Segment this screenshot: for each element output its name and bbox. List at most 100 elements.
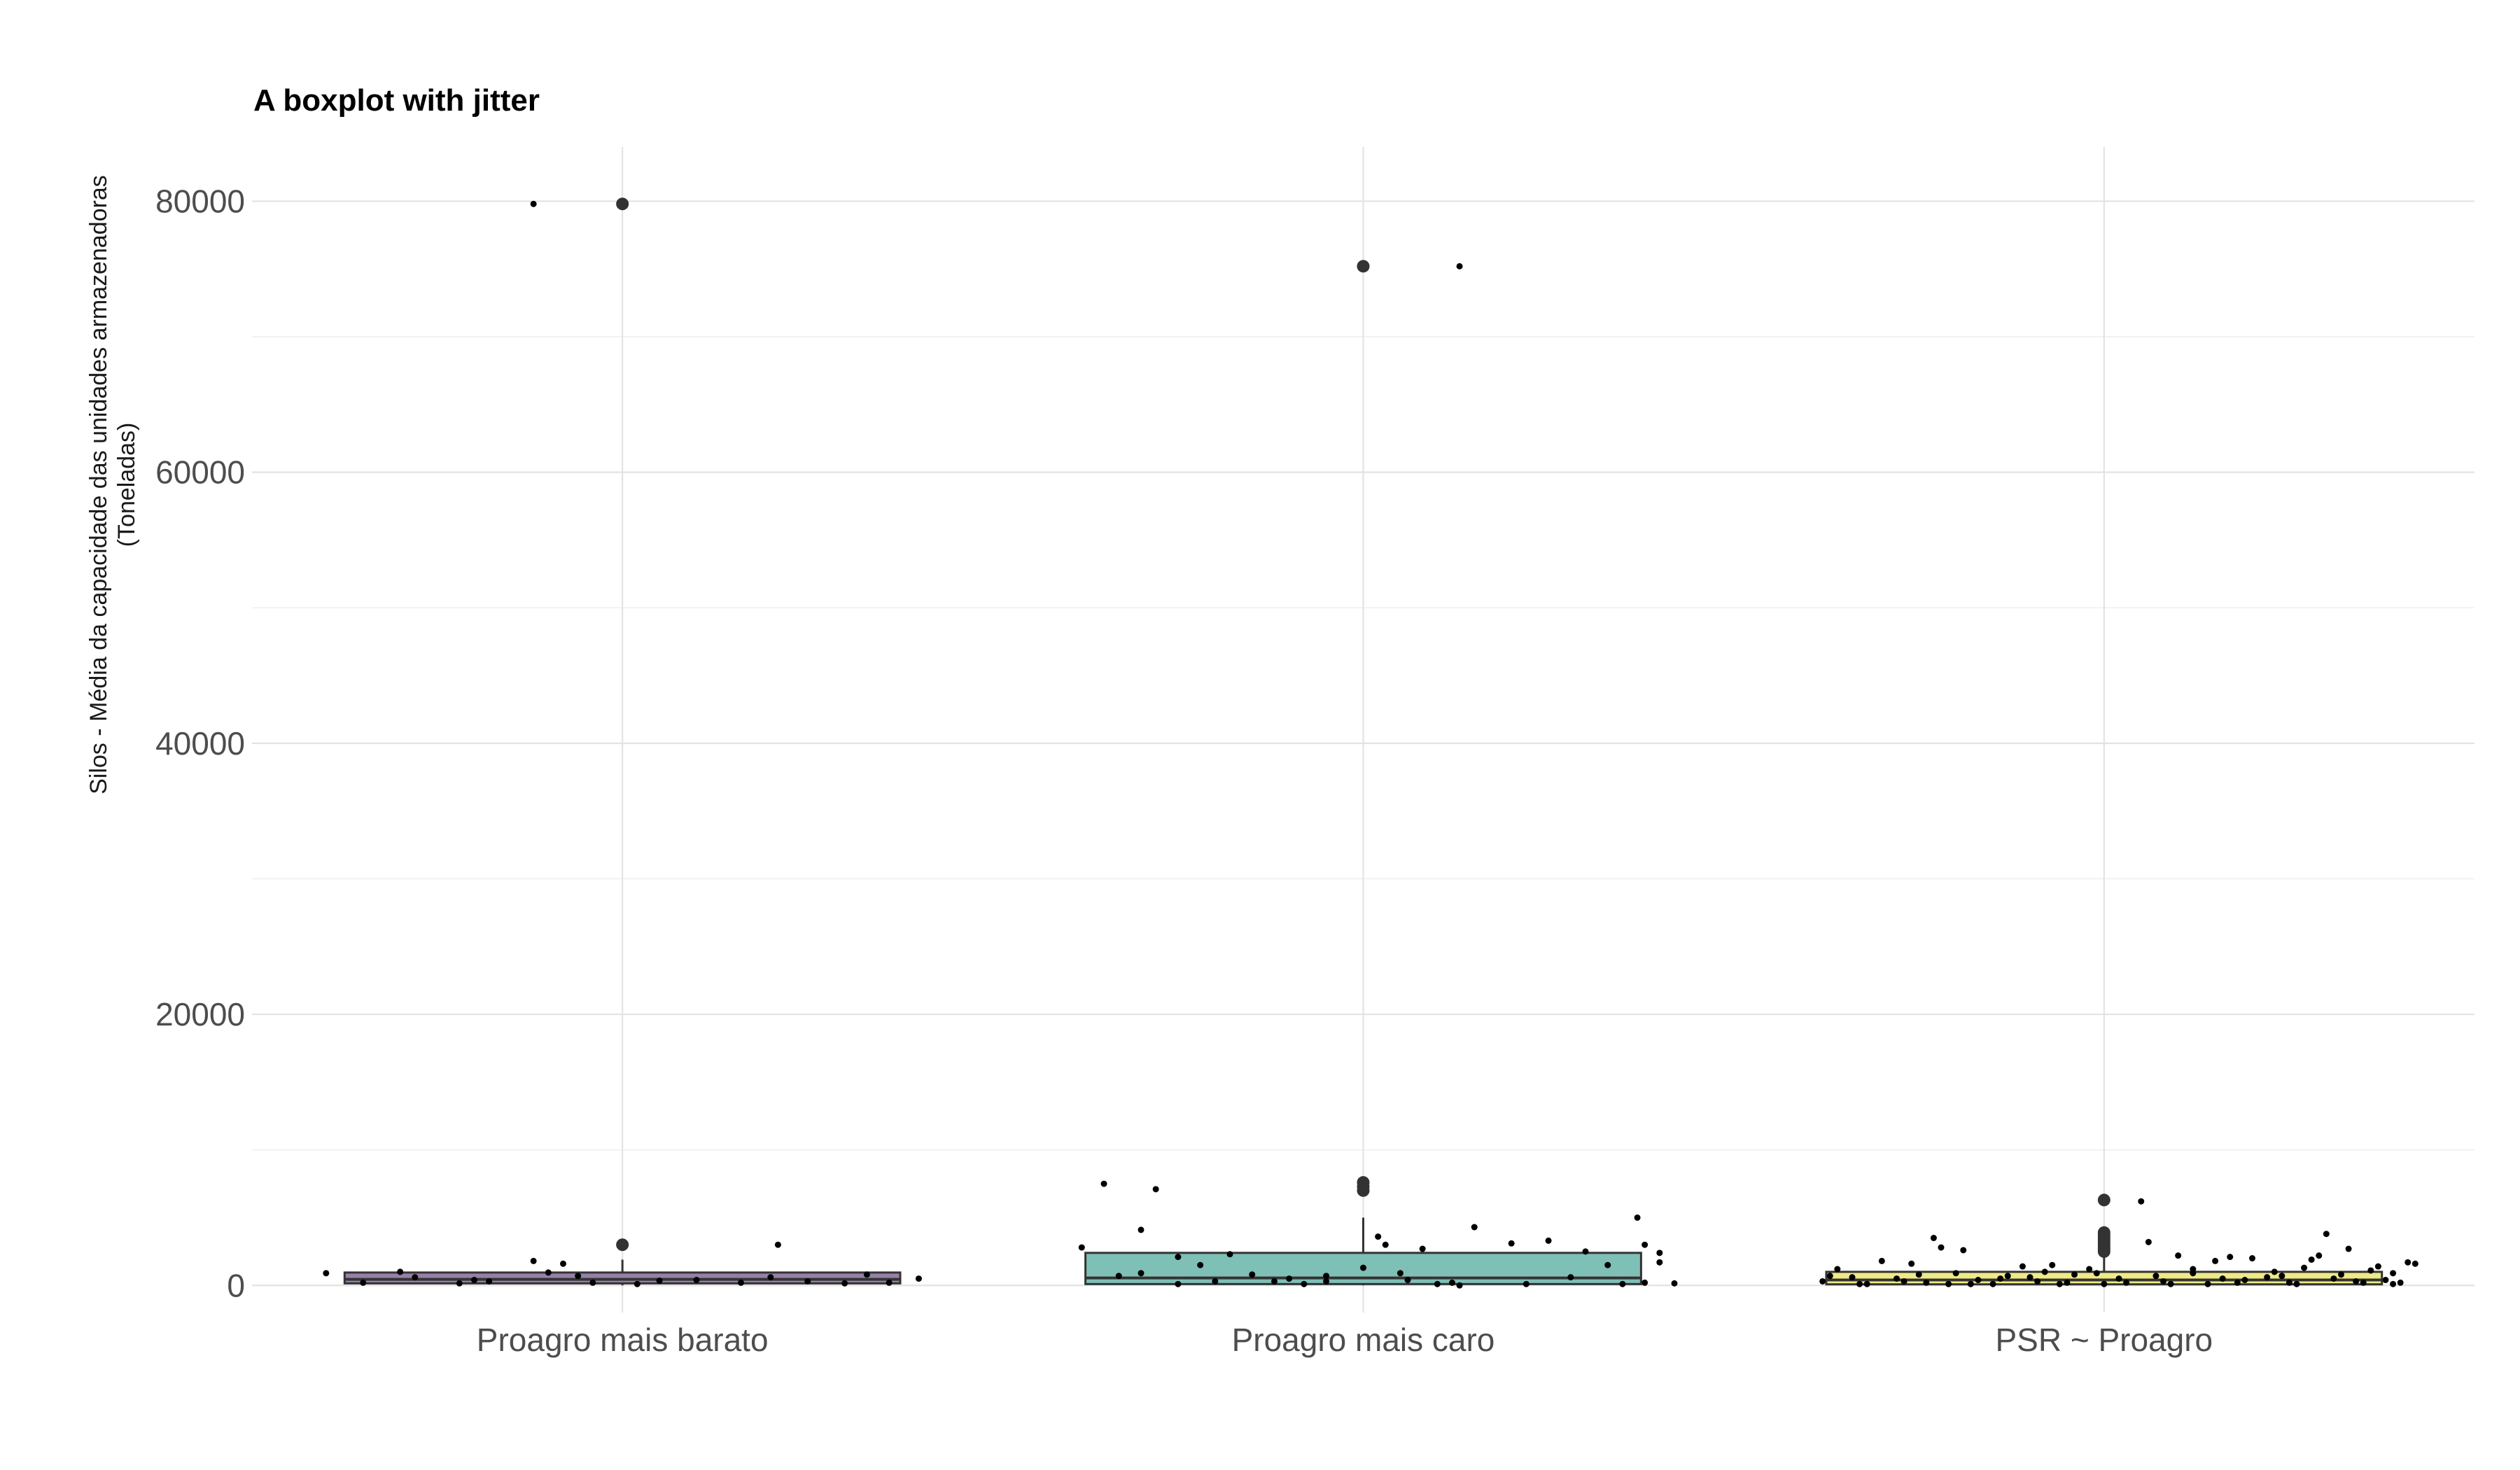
- jitter-point: [1545, 1237, 1552, 1244]
- jitter-point: [456, 1280, 463, 1287]
- jitter-point: [2278, 1273, 2286, 1280]
- jitter-point: [1826, 1273, 1833, 1280]
- y-tick-label: 40000: [155, 725, 245, 762]
- jitter-point: [323, 1270, 330, 1277]
- jitter-point: [1915, 1271, 1922, 1278]
- jitter-point: [1938, 1244, 1945, 1251]
- jitter-point: [2234, 1279, 2241, 1286]
- outlier-point: [2097, 1226, 2110, 1239]
- jitter-point: [1360, 1264, 1366, 1271]
- grid-lines: [252, 147, 2474, 1312]
- jitter-point: [1900, 1278, 1907, 1284]
- jitter-point: [2293, 1280, 2300, 1287]
- jitter-point: [2093, 1270, 2100, 1277]
- jitter-point: [1849, 1274, 1856, 1281]
- jitter-point: [1375, 1233, 1382, 1240]
- jitter-point: [2086, 1266, 2093, 1273]
- jitter-point: [2219, 1275, 2226, 1282]
- jitter-point: [1671, 1280, 1678, 1287]
- jitter-point: [1396, 1270, 1404, 1277]
- y-tick-label: 60000: [155, 454, 245, 491]
- y-tick-label: 80000: [155, 183, 245, 219]
- jitter-point: [1249, 1271, 1256, 1278]
- jitter-point: [2308, 1256, 2315, 1263]
- jitter-point: [1923, 1279, 1930, 1286]
- jitter-point: [2123, 1279, 2130, 1286]
- jitter-point: [886, 1279, 892, 1286]
- jitter-point: [575, 1273, 582, 1280]
- jitter-point: [1863, 1280, 1870, 1287]
- jitter-point: [2345, 1245, 2352, 1252]
- jitter-point: [412, 1274, 419, 1281]
- jitter-point: [1567, 1274, 1574, 1281]
- jitter-point: [1323, 1278, 1330, 1284]
- jitter-point: [1078, 1244, 1085, 1251]
- jitter-point: [1286, 1275, 1293, 1282]
- jitter-point: [2382, 1277, 2389, 1284]
- jitter-point: [2145, 1238, 2152, 1245]
- y-tick-label: 20000: [155, 996, 245, 1032]
- jitter-point: [1456, 1282, 1463, 1289]
- jitter-point: [2374, 1263, 2381, 1270]
- jitter-point: [693, 1277, 700, 1284]
- y-tick-label: 0: [227, 1267, 245, 1303]
- jitter-point: [2041, 1268, 2048, 1275]
- jitter-point: [656, 1278, 663, 1284]
- jitter-point: [1175, 1280, 1182, 1287]
- tick-labels-layer: 0 20000 40000 60000 80000 Proagro mais barato…: [155, 183, 2213, 1358]
- outlier-point: [1357, 260, 1370, 273]
- jitter-point: [1989, 1280, 1996, 1287]
- jitter-point: [1819, 1278, 1826, 1284]
- jitter-point: [1138, 1270, 1144, 1277]
- x-tick-label: Proagro mais caro: [1232, 1322, 1495, 1358]
- jitter-point: [2138, 1198, 2145, 1205]
- outlier-point: [1357, 1176, 1370, 1189]
- jitter-point: [1642, 1279, 1648, 1286]
- jitter-point: [1967, 1280, 1974, 1287]
- jitter-point: [2152, 1273, 2160, 1280]
- jitter-point: [1952, 1270, 1959, 1277]
- jitter-point: [2204, 1280, 2211, 1287]
- jitter-point: [1197, 1261, 1204, 1268]
- jitter-point: [1878, 1257, 1885, 1264]
- jitter-point: [2049, 1261, 2056, 1268]
- jitter-point: [1656, 1259, 1663, 1266]
- outlier-point: [616, 197, 629, 211]
- jitter-point: [1323, 1273, 1330, 1280]
- jitter-point: [1997, 1275, 2004, 1282]
- jitter-point: [2115, 1275, 2122, 1282]
- outlier-point: [2097, 1194, 2110, 1207]
- jitter-point: [1604, 1261, 1611, 1268]
- y-axis-label-line: (Toneladas): [113, 423, 140, 547]
- jitter-point: [2101, 1280, 2108, 1287]
- jitter-point: [2390, 1270, 2397, 1277]
- jitter-point: [634, 1280, 640, 1287]
- jitter-point: [2353, 1278, 2360, 1284]
- jitter-point: [804, 1278, 811, 1284]
- jitter-point: [2412, 1260, 2418, 1267]
- jitter-point: [1115, 1273, 1122, 1280]
- jitter-point: [1634, 1214, 1641, 1221]
- jitter-point: [530, 200, 537, 207]
- jitter-point: [2190, 1266, 2197, 1273]
- jitter-point: [2323, 1231, 2330, 1238]
- jitter-point: [1226, 1251, 1233, 1258]
- jitter-point: [2301, 1264, 2308, 1271]
- jitter-point: [560, 1260, 566, 1267]
- jitter-point: [1100, 1180, 1107, 1187]
- jitter-point: [2175, 1252, 2182, 1259]
- jitter-point: [2330, 1275, 2337, 1282]
- jitter-point: [1175, 1254, 1182, 1261]
- jitter-point: [2064, 1279, 2071, 1286]
- jitter-point: [1975, 1277, 1982, 1284]
- jitter-point: [1419, 1245, 1426, 1252]
- jitter-point: [2160, 1278, 2166, 1284]
- jitter-point: [1508, 1240, 1515, 1247]
- jitter-point: [1522, 1280, 1530, 1287]
- jitter-point: [1945, 1280, 1952, 1287]
- jitter-point: [2360, 1279, 2367, 1286]
- jitter-point: [2397, 1279, 2404, 1286]
- jitter-point: [2056, 1280, 2063, 1287]
- jitter-point: [2249, 1255, 2255, 1262]
